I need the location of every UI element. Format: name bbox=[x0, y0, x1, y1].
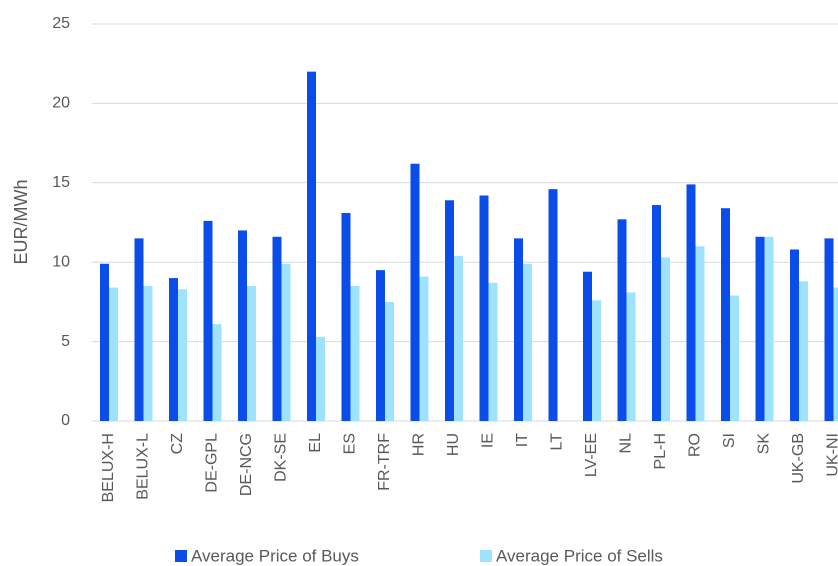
x-tick-label: LV-EE bbox=[583, 433, 600, 477]
bar bbox=[316, 336, 325, 421]
bar bbox=[523, 263, 532, 421]
bar bbox=[583, 271, 592, 421]
bar bbox=[178, 289, 187, 421]
x-tick-label: IT bbox=[514, 433, 531, 447]
bar bbox=[169, 278, 178, 421]
y-axis-label: EUR/MWh bbox=[11, 180, 31, 265]
bar bbox=[479, 195, 489, 421]
bar bbox=[488, 282, 498, 421]
bar bbox=[652, 205, 661, 421]
x-tick-label: FR-TRF bbox=[376, 433, 393, 491]
x-tick-label: PL-H bbox=[652, 433, 669, 469]
bar bbox=[548, 189, 558, 421]
y-tick-label: 25 bbox=[52, 15, 70, 32]
bar bbox=[385, 301, 394, 421]
x-tick-label: IE bbox=[480, 433, 497, 448]
bar bbox=[376, 270, 385, 421]
bar bbox=[419, 276, 429, 421]
bar bbox=[454, 255, 463, 421]
bar bbox=[799, 281, 808, 421]
bar bbox=[272, 236, 282, 421]
bar bbox=[617, 219, 627, 421]
bar bbox=[350, 286, 360, 421]
bar bbox=[730, 295, 739, 421]
bar bbox=[514, 238, 523, 421]
bar bbox=[341, 212, 351, 421]
x-tick-label: EL bbox=[307, 433, 324, 453]
bar bbox=[790, 249, 799, 421]
x-tick-label: UK-GB bbox=[790, 433, 807, 484]
x-tick-label: HU bbox=[445, 433, 462, 456]
y-tick-label: 10 bbox=[52, 253, 70, 270]
x-tick-label: UK-NI bbox=[825, 433, 838, 477]
bar bbox=[661, 257, 670, 421]
x-tick-label: BELUX-L bbox=[135, 433, 152, 500]
x-tick-label: DK-SE bbox=[273, 433, 290, 482]
y-tick-label: 0 bbox=[61, 412, 70, 429]
x-tick-label: LT bbox=[549, 433, 566, 451]
y-tick-label: 5 bbox=[61, 333, 70, 350]
legend-swatch bbox=[175, 550, 187, 562]
x-tick-label: CZ bbox=[169, 433, 186, 455]
x-tick-label: DE-NCG bbox=[238, 433, 255, 496]
x-tick-label: DE-GPL bbox=[204, 433, 221, 493]
bar bbox=[764, 236, 774, 421]
bar bbox=[686, 184, 696, 421]
bar bbox=[445, 200, 454, 421]
bar bbox=[307, 71, 316, 421]
bar bbox=[410, 163, 420, 421]
bar bbox=[626, 292, 636, 421]
bar bbox=[695, 246, 705, 421]
legend-label: Average Price of Sells bbox=[496, 546, 663, 565]
bar bbox=[592, 300, 601, 421]
x-tick-label: NL bbox=[618, 433, 635, 454]
bar bbox=[721, 208, 730, 421]
bar bbox=[143, 286, 153, 421]
bar bbox=[833, 287, 838, 421]
legend-swatch bbox=[480, 550, 492, 562]
bar bbox=[203, 220, 213, 421]
y-tick-label: 20 bbox=[52, 95, 70, 112]
x-tick-label: RO bbox=[687, 433, 704, 457]
x-tick-label: ES bbox=[342, 433, 359, 454]
x-tick-label: SK bbox=[756, 433, 773, 455]
x-tick-label: BELUX-H bbox=[100, 433, 117, 502]
y-tick-label: 15 bbox=[52, 174, 70, 191]
bar bbox=[109, 287, 118, 421]
bar bbox=[281, 263, 291, 421]
bar bbox=[212, 324, 222, 421]
bar bbox=[238, 230, 247, 421]
bar bbox=[755, 236, 765, 421]
legend-label: Average Price of Buys bbox=[191, 546, 359, 565]
x-tick-label: HR bbox=[411, 433, 428, 456]
bar bbox=[247, 286, 256, 421]
bar bbox=[100, 263, 109, 421]
x-tick-label: SI bbox=[721, 433, 738, 448]
bar bbox=[824, 238, 834, 421]
bar bbox=[134, 238, 144, 421]
